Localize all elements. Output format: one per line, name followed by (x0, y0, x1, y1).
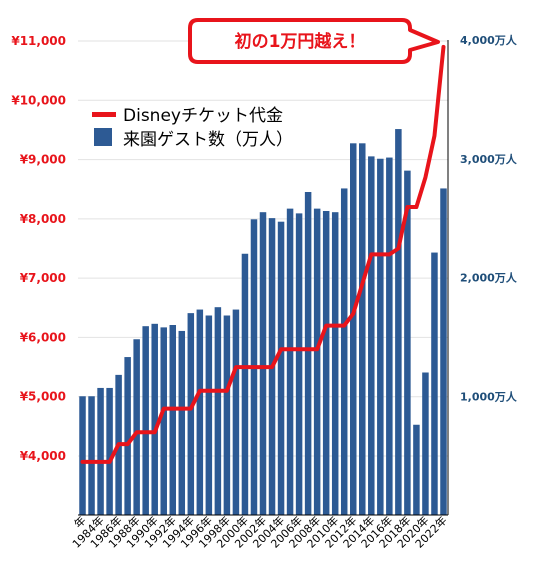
y-left-tick-label: ¥11,000 (11, 34, 66, 48)
visitor-bar (142, 326, 149, 515)
visitor-bar (160, 327, 167, 516)
legend-bar-swatch (94, 128, 112, 146)
visitor-bar (431, 252, 438, 515)
visitor-bar (241, 253, 249, 515)
y-right-tick-label: 3,000万人 (460, 152, 518, 166)
y-left-tick-label: ¥7,000 (20, 271, 66, 285)
callout: 初の1万円越え！ (188, 18, 440, 64)
visitor-bar (377, 158, 384, 515)
visitor-bar (395, 129, 402, 515)
y-right-tick-label: 1,000万人 (460, 389, 518, 403)
visitor-bar (205, 315, 213, 515)
y-left-tick-label: ¥10,000 (11, 93, 66, 107)
visitor-bar (88, 396, 95, 515)
legend-label-price: Disneyチケット代金 (123, 106, 283, 126)
visitor-bar (277, 221, 285, 515)
visitor-bar (133, 339, 140, 515)
visitor-bar (286, 208, 294, 516)
visitor-bar (178, 330, 186, 515)
y-left-tick-label: ¥6,000 (20, 330, 66, 344)
visitor-bar (359, 143, 366, 515)
callout-box (188, 18, 440, 64)
visitor-bars (79, 129, 447, 516)
legend-line-swatch (92, 112, 116, 117)
visitor-bar (106, 387, 113, 515)
y-left-tick-label: ¥9,000 (20, 153, 66, 167)
visitor-bar (440, 188, 447, 515)
callout-text: 初の1万円越え！ (235, 31, 366, 52)
visitor-bar (322, 211, 330, 515)
visitor-bar (422, 372, 429, 515)
visitor-bar (259, 212, 267, 515)
visitor-bar (313, 208, 321, 516)
visitor-bar (331, 212, 339, 515)
visitor-bar (196, 309, 204, 515)
legend-label-visitors: 来園ゲスト数（万人） (123, 130, 293, 150)
visitor-bar (386, 157, 393, 515)
y-left-tick-label: ¥8,000 (20, 212, 66, 226)
price-line-layer (80, 44, 446, 464)
visitor-bar (413, 424, 420, 515)
visitor-bar (124, 357, 131, 515)
y-left-tick-label: ¥4,000 (20, 449, 66, 463)
visitor-bar (214, 307, 222, 515)
visitor-bar (304, 192, 312, 515)
visitor-bar (232, 309, 240, 515)
visitor-bar (169, 325, 177, 515)
visitor-bar (97, 387, 104, 515)
visitor-bar (151, 323, 158, 515)
legend: Disneyチケット代金 来園ゲスト数（万人） (92, 106, 293, 150)
visitor-bar (295, 213, 303, 516)
visitor-bar (404, 170, 411, 516)
visitor-bar (340, 188, 348, 515)
visitor-bar (79, 396, 86, 515)
visitor-bar (187, 313, 195, 516)
visitor-bar (223, 315, 231, 515)
visitor-bar (350, 143, 357, 515)
y-right-tick-label: 2,000万人 (460, 271, 518, 285)
y-right-tick-label: 4,000万人 (460, 33, 518, 47)
y-left-tick-label: ¥5,000 (20, 390, 66, 404)
visitor-bar (368, 156, 375, 516)
